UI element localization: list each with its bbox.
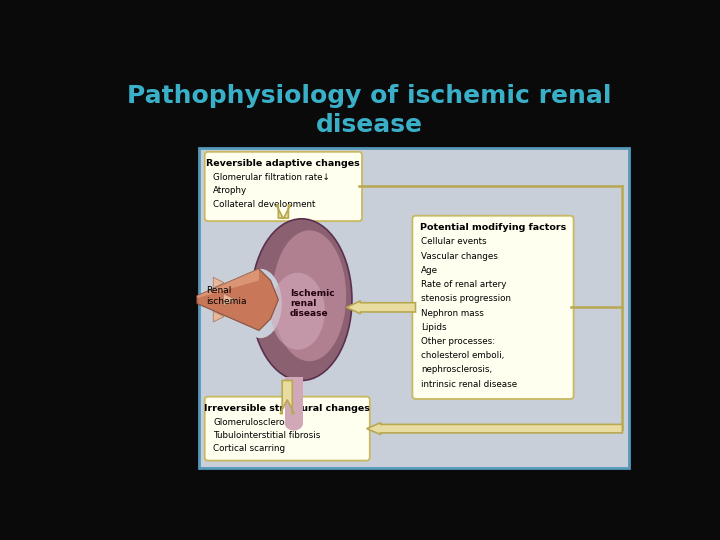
Text: Renal
ischemia: Renal ischemia [206,286,247,306]
Text: Tubulointerstitial fibrosis: Tubulointerstitial fibrosis [213,431,320,440]
Text: Vascular changes: Vascular changes [421,252,498,260]
Text: Cellular events: Cellular events [421,237,487,246]
Text: cholesterol emboli,: cholesterol emboli, [421,351,504,360]
Text: Lipids: Lipids [421,323,446,332]
FancyBboxPatch shape [204,397,370,461]
Polygon shape [223,294,235,306]
Text: Ischemic
renal
disease: Ischemic renal disease [290,288,335,319]
Polygon shape [213,311,224,322]
Text: Atrophy: Atrophy [213,186,248,195]
Text: nephrosclerosis,: nephrosclerosis, [421,366,492,374]
Polygon shape [280,381,294,414]
Text: Reversible adaptive changes: Reversible adaptive changes [207,159,360,168]
Polygon shape [197,269,279,330]
Polygon shape [366,423,622,435]
Polygon shape [346,301,415,314]
Text: Nephron mass: Nephron mass [421,308,484,318]
Polygon shape [197,269,259,298]
Text: Age: Age [421,266,438,275]
Text: Rate of renal artery: Rate of renal artery [421,280,506,289]
Polygon shape [213,278,224,288]
Text: disease: disease [315,113,423,137]
Text: Pathophysiology of ischemic renal: Pathophysiology of ischemic renal [127,84,611,107]
Text: Glomerulosclerosis: Glomerulosclerosis [213,418,297,427]
Polygon shape [276,205,290,219]
Text: Glomerular filtration rate↓: Glomerular filtration rate↓ [213,173,330,183]
Text: Cortical scarring: Cortical scarring [213,444,285,454]
Ellipse shape [271,273,325,350]
Text: Collateral development: Collateral development [213,200,315,208]
Ellipse shape [272,231,346,361]
FancyBboxPatch shape [413,215,574,399]
Bar [284,377,303,423]
Text: Other processes:: Other processes: [421,337,495,346]
Text: Irreversible structural changes: Irreversible structural changes [204,404,370,413]
FancyBboxPatch shape [204,152,362,221]
Ellipse shape [284,415,303,430]
Ellipse shape [239,269,282,338]
Text: intrinsic renal disease: intrinsic renal disease [421,380,517,389]
Bar [199,148,629,468]
Ellipse shape [251,219,352,381]
Text: Potential modifying factors: Potential modifying factors [420,223,566,232]
Text: stenosis progression: stenosis progression [421,294,511,303]
